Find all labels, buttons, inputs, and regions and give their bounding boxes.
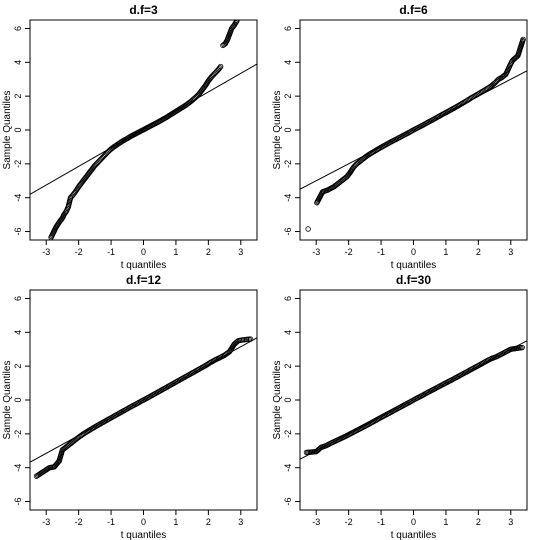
qq-panel-4: d.f=30 -3 -2 -1 0 1 2 3 -6 -4 -2 0 2 4 6 t quantiles Sam… [272,273,528,540]
panel-title: d.f=12 [126,273,161,287]
x-axis-label: t quantiles [391,530,437,540]
y-tick-label: 6 [13,296,23,301]
x-tick-label: -3 [42,517,50,527]
y-tick-label: 0 [13,397,23,402]
x-tick-label: -1 [107,517,115,527]
y-tick-label: 4 [13,60,23,65]
data-point [305,226,311,232]
y-axis-label: Sample Quantiles [272,91,283,170]
data-point [520,36,526,43]
x-tick-label: 1 [173,517,178,527]
x-tick-label: 1 [443,247,448,257]
x-tick-label: -3 [312,247,320,257]
y-tick-label: -6 [13,498,23,506]
x-axis-label: t quantiles [121,530,167,540]
qq-points [33,336,254,479]
x-tick-label: 3 [508,517,513,527]
y-tick-label: 0 [283,397,293,402]
y-tick-label: -2 [283,430,293,438]
y-tick-label: 2 [13,364,23,369]
x-tick-label: 0 [411,517,416,527]
x-tick-label: 3 [508,247,513,257]
x-tick-label: -1 [107,247,115,257]
y-tick-label: 6 [283,296,293,301]
x-tick-label: -2 [345,517,353,527]
qq-panel-1: d.f=3 -3 -2 -1 0 1 2 3 -6 -4 -2 0 2 4 6 t quantiles Samp… [2,3,258,271]
qq-points [305,36,526,232]
x-tick-label: -1 [377,247,385,257]
y-axis-label: Sample Quantiles [272,361,283,440]
x-axis-label: t quantiles [391,260,437,271]
data-point [519,344,525,351]
x-tick-label: -2 [75,247,83,257]
data-point [217,63,224,70]
data-point [217,64,223,71]
x-tick-label: 1 [443,517,448,527]
qq-points [48,20,240,240]
y-tick-label: 2 [283,94,293,99]
x-tick-label: 2 [206,517,211,527]
x-tick-label: 0 [141,517,146,527]
y-axis-label: Sample Quantiles [2,361,13,440]
qq-reference-line [300,70,527,190]
x-tick-label: 0 [411,247,416,257]
y-tick-label: 4 [13,330,23,335]
panel-title: d.f=6 [399,3,428,17]
y-tick-label: 0 [283,127,293,132]
x-tick-label: 2 [476,517,481,527]
x-tick-label: 0 [141,247,146,257]
y-tick-label: 2 [13,94,23,99]
y-tick-label: -2 [283,160,293,168]
y-tick-label: -2 [13,160,23,168]
y-tick-label: 6 [283,26,293,31]
x-tick-label: 1 [173,247,178,257]
panel-title: d.f=30 [396,273,431,287]
y-tick-label: -6 [13,228,23,236]
panel-title: d.f=3 [129,3,158,17]
y-tick-label: 4 [283,60,293,65]
x-axis-label: t quantiles [121,260,167,271]
data-point [247,336,254,342]
x-tick-label: -1 [377,517,385,527]
x-tick-label: 3 [238,517,243,527]
y-tick-label: 4 [283,330,293,335]
y-tick-label: -4 [283,464,293,472]
x-tick-label: 2 [206,247,211,257]
x-tick-label: -3 [312,517,320,527]
data-point [233,20,239,25]
qq-points [303,344,525,456]
y-axis-label: Sample Quantiles [2,91,13,170]
y-tick-label: 2 [283,364,293,369]
y-tick-label: -4 [283,194,293,202]
x-tick-label: -3 [42,247,50,257]
y-tick-label: -4 [13,464,23,472]
y-tick-label: -6 [283,498,293,506]
data-point [234,20,240,24]
x-tick-label: -2 [345,247,353,257]
x-tick-label: 3 [238,247,243,257]
y-tick-label: -2 [13,430,23,438]
y-tick-label: -6 [283,228,293,236]
qq-panel-3: d.f=12 -3 -2 -1 0 1 2 3 -6 -4 -2 0 2 4 6 t quantiles Sam… [2,273,258,540]
y-tick-label: 0 [13,127,23,132]
y-tick-label: -4 [13,194,23,202]
qq-panel-2: d.f=6 -3 -2 -1 0 1 2 3 -6 -4 -2 0 2 4 6 t quantiles Samp… [272,3,528,271]
x-tick-label: -2 [75,517,83,527]
x-tick-label: 2 [476,247,481,257]
y-tick-label: 6 [13,26,23,31]
